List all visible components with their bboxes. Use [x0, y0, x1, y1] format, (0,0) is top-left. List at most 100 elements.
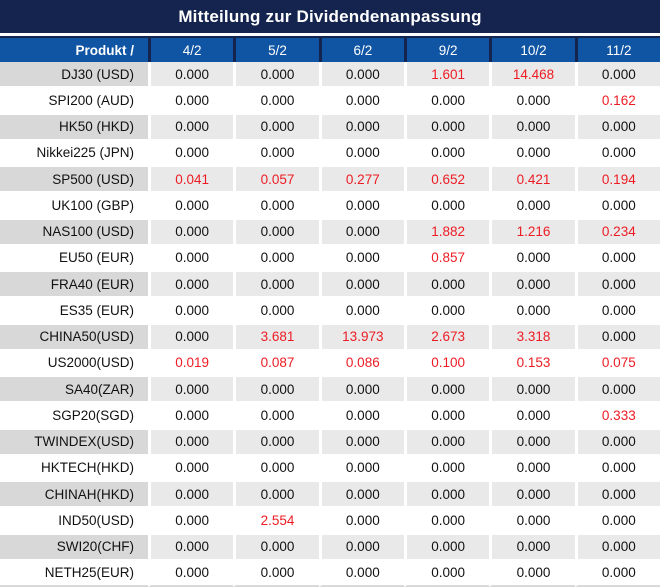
dividend-value: 0.000: [574, 482, 660, 509]
dividend-value: 0.000: [233, 88, 319, 115]
table-row: HK50 (HKD) 0.000 0.000 0.000 0.000 0.000 0.000: [0, 114, 660, 141]
dividend-value: 0.000: [404, 534, 490, 561]
dividend-value: 0.000: [404, 272, 490, 299]
dividend-value: 0.075: [574, 350, 660, 377]
column-header-date: 4/2: [148, 38, 233, 62]
dividend-value: 0.000: [148, 114, 234, 141]
table-row: SGP20(SGD) 0.000 0.000 0.000 0.000 0.000 0.333: [0, 403, 660, 430]
dividend-value: 0.000: [233, 272, 319, 299]
dividend-value: 0.000: [489, 88, 575, 115]
dividend-value: 0.000: [233, 193, 319, 220]
column-header-date: 11/2: [574, 38, 660, 62]
dividend-value: 0.000: [318, 88, 404, 115]
dividend-value: 0.000: [318, 403, 404, 430]
product-label: UK100 (GBP): [0, 193, 148, 220]
dividend-value: 0.000: [148, 298, 234, 325]
table-row: FRA40 (EUR) 0.000 0.000 0.000 0.000 0.000 0.00…: [0, 272, 660, 299]
table-row: NAS100 (USD) 0.000 0.000 0.000 1.882 1.216 0.2…: [0, 219, 660, 246]
dividend-value: 1.216: [489, 219, 575, 246]
product-label: ES35 (EUR): [0, 298, 148, 325]
dividend-value: 0.000: [404, 429, 490, 456]
dividend-value: 0.000: [574, 377, 660, 404]
table-row: SA40(ZAR) 0.000 0.000 0.000 0.000 0.000 0.000: [0, 377, 660, 404]
table-body: DJ30 (USD) 0.000 0.000 0.000 1.601 14.468 0.00…: [0, 62, 660, 587]
column-header-date: 6/2: [318, 38, 404, 62]
dividend-value: 0.000: [318, 534, 404, 561]
dividend-value: 0.000: [574, 245, 660, 272]
dividend-value: 0.000: [318, 62, 404, 89]
product-label: DJ30 (USD): [0, 62, 148, 89]
dividend-value: 0.000: [318, 482, 404, 509]
dividend-value: 0.000: [318, 114, 404, 141]
dividend-value: 0.000: [318, 245, 404, 272]
dividend-value: 0.000: [489, 245, 575, 272]
dividend-value: 0.000: [489, 534, 575, 561]
dividend-value: 0.000: [148, 88, 234, 115]
dividend-value: 0.000: [318, 272, 404, 299]
product-label: SWI20(CHF): [0, 534, 148, 561]
dividend-value: 0.000: [148, 482, 234, 509]
dividend-value: 0.000: [233, 429, 319, 456]
dividend-value: 0.000: [233, 455, 319, 482]
dividend-value: 0.000: [404, 377, 490, 404]
dividend-value: 0.100: [404, 350, 490, 377]
dividend-value: 0.652: [404, 167, 490, 194]
dividend-value: 0.000: [489, 403, 575, 430]
dividend-value: 0.000: [404, 140, 490, 167]
dividend-value: 0.000: [574, 298, 660, 325]
dividend-value: 0.000: [404, 560, 490, 587]
dividend-value: 0.000: [318, 508, 404, 535]
dividend-value: 0.000: [233, 219, 319, 246]
dividend-value: 0.333: [574, 403, 660, 430]
dividend-value: 0.421: [489, 167, 575, 194]
dividend-value: 0.000: [148, 508, 234, 535]
column-header-product: Produkt /: [75, 42, 134, 58]
dividend-value: 0.000: [233, 62, 319, 89]
table-row: NETH25(EUR) 0.000 0.000 0.000 0.000 0.000 0.00…: [0, 560, 660, 587]
table-row: SWI20(CHF) 0.000 0.000 0.000 0.000 0.000 0.000: [0, 534, 660, 561]
dividend-value: 1.601: [404, 62, 490, 89]
table-header-row: Produkt / 4/2 5/2 6/2 9/2 10/2 11/2: [0, 36, 660, 62]
dividend-value: 0.000: [489, 560, 575, 587]
dividend-value: 0.000: [489, 298, 575, 325]
product-label: HKTECH(HKD): [0, 455, 148, 482]
table-row: DJ30 (USD) 0.000 0.000 0.000 1.601 14.468 0.00…: [0, 62, 660, 89]
dividend-value: 0.000: [574, 62, 660, 89]
dividend-value: 0.194: [574, 167, 660, 194]
dividend-value: 13.973: [318, 324, 404, 351]
dividend-value: 0.000: [148, 377, 234, 404]
dividend-value: 0.000: [233, 403, 319, 430]
dividend-value: 0.234: [574, 219, 660, 246]
dividend-value: 0.000: [489, 429, 575, 456]
dividend-value: 0.000: [233, 534, 319, 561]
dividend-value: 0.000: [489, 482, 575, 509]
product-label: SGP20(SGD): [0, 403, 148, 430]
dividend-value: 0.277: [318, 167, 404, 194]
dividend-value: 0.000: [574, 114, 660, 141]
product-label: CHINAH(HKD): [0, 482, 148, 509]
dividend-value: 0.000: [489, 114, 575, 141]
table-row: Nikkei225 (JPN) 0.000 0.000 0.000 0.000 0.000…: [0, 140, 660, 167]
dividend-value: 0.000: [574, 560, 660, 587]
dividend-value: 0.162: [574, 88, 660, 115]
product-label: NAS100 (USD): [0, 219, 148, 246]
dividend-value: 1.882: [404, 219, 490, 246]
dividend-value: 0.000: [404, 114, 490, 141]
product-label: SPI200 (AUD): [0, 88, 148, 115]
product-label: Nikkei225 (JPN): [0, 140, 148, 167]
dividend-value: 0.000: [318, 193, 404, 220]
dividend-value: 0.000: [574, 429, 660, 456]
table-row: HKTECH(HKD) 0.000 0.000 0.000 0.000 0.000 0.00…: [0, 455, 660, 482]
dividend-value: 0.000: [148, 219, 234, 246]
dividend-value: 0.000: [404, 193, 490, 220]
dividend-value: 0.000: [404, 455, 490, 482]
column-header-date: 9/2: [404, 38, 489, 62]
dividend-value: 2.554: [233, 508, 319, 535]
dividend-value: 0.000: [574, 508, 660, 535]
dividend-value: 0.000: [489, 377, 575, 404]
dividend-value: 0.057: [233, 167, 319, 194]
dividend-value: 0.000: [489, 140, 575, 167]
dividend-value: 0.000: [233, 482, 319, 509]
dividend-value: 0.000: [233, 245, 319, 272]
